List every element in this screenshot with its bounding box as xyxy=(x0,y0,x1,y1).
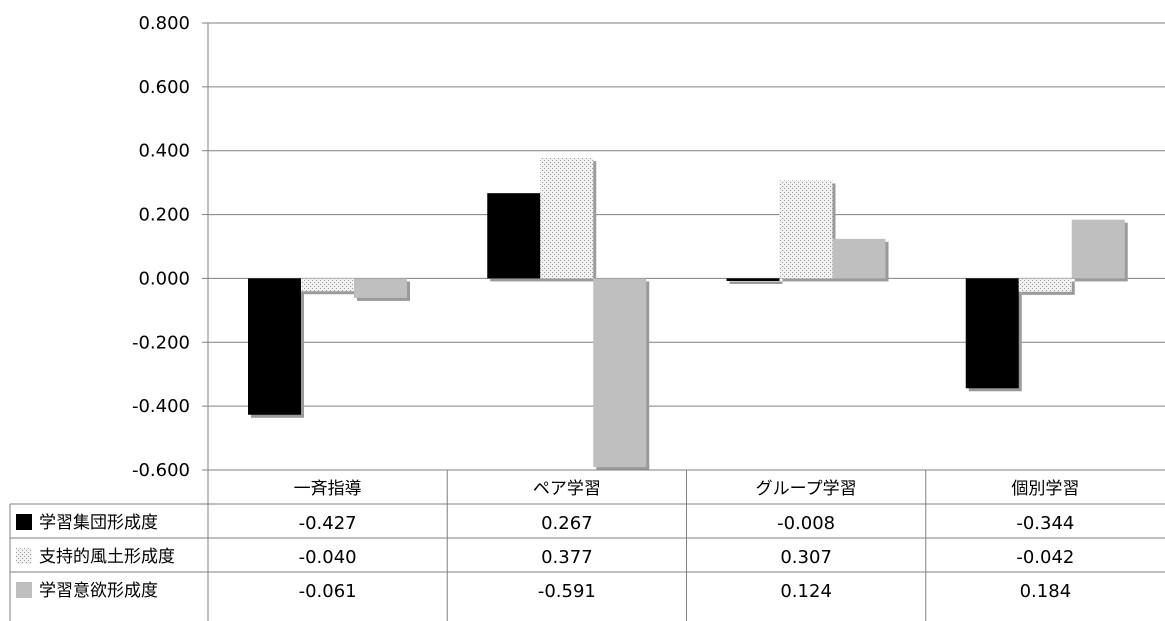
bar-shadow xyxy=(729,281,783,284)
data-label: 0.267 xyxy=(541,513,593,534)
bar xyxy=(354,278,407,298)
legend-label: 学習集団形成度 xyxy=(39,513,158,533)
legend-swatch xyxy=(16,582,32,598)
bars xyxy=(248,158,1125,468)
data-label: -0.061 xyxy=(299,581,357,602)
data-label: -0.344 xyxy=(1016,513,1074,534)
legend-swatch xyxy=(16,548,32,564)
bar xyxy=(593,278,647,468)
bar xyxy=(1018,278,1072,292)
bar xyxy=(832,238,886,279)
category-label: グループ学習 xyxy=(756,479,857,499)
bar xyxy=(540,158,594,279)
data-label: -0.040 xyxy=(299,547,357,568)
bar xyxy=(248,278,301,415)
category-label: 個別学習 xyxy=(1011,479,1079,499)
y-tick-label: -0.600 xyxy=(132,460,190,481)
data-label: -0.008 xyxy=(777,513,835,534)
gridlines xyxy=(208,22,1165,471)
y-tick-label: 0.800 xyxy=(138,13,190,34)
category-label: 一斉指導 xyxy=(294,479,362,499)
y-tick-label: 0.400 xyxy=(138,141,190,162)
data-label: -0.427 xyxy=(299,513,357,534)
bar xyxy=(779,180,833,279)
legend-swatch xyxy=(16,514,32,530)
data-label: 0.184 xyxy=(1020,581,1072,602)
y-tick-label: -0.200 xyxy=(132,332,190,353)
y-tick-label: -0.400 xyxy=(132,396,190,417)
y-tick-label: 0.000 xyxy=(138,268,190,289)
data-label: 0.124 xyxy=(780,581,832,602)
bar xyxy=(965,278,1019,389)
data-label: 0.307 xyxy=(780,547,832,568)
data-label: -0.042 xyxy=(1016,547,1074,568)
data-label: -0.591 xyxy=(538,581,596,602)
axes: 0.800 0.600 0.400 0.200 0.000 -0.200 -0.400 -0.… xyxy=(132,13,209,481)
y-tick-label: 0.200 xyxy=(138,205,190,226)
legend-label: 支持的風土形成度 xyxy=(39,547,175,567)
legend-label: 学習意欲形成度 xyxy=(39,581,158,601)
bar xyxy=(1071,219,1125,279)
category-label: ペア学習 xyxy=(533,479,601,499)
y-tick-label: 0.600 xyxy=(138,77,190,98)
bar xyxy=(726,278,780,281)
bar xyxy=(487,193,541,279)
bar xyxy=(301,278,354,292)
data-label: 0.377 xyxy=(541,547,593,568)
